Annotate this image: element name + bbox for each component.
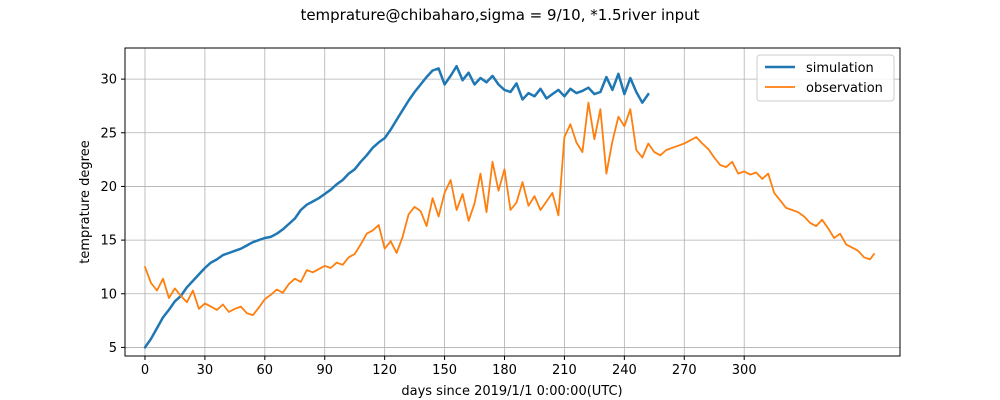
x-tick-label: 120 <box>372 363 397 378</box>
y-tick-label: 20 <box>100 180 117 195</box>
x-tick-label: 0 <box>141 363 149 378</box>
y-tick-label: 10 <box>100 287 117 302</box>
legend-label-simulation: simulation <box>806 61 874 76</box>
series-lines <box>143 64 875 349</box>
x-tick-label: 180 <box>492 363 517 378</box>
legend-label-observation: observation <box>806 81 883 96</box>
x-tick-label: 270 <box>672 363 697 378</box>
plot-frame <box>124 47 901 357</box>
y-tick-label: 5 <box>109 341 117 356</box>
y-tick-label: 30 <box>100 73 117 88</box>
grid <box>125 48 900 356</box>
series-line-simulation <box>143 64 650 349</box>
y-tick-label: 25 <box>100 126 117 141</box>
y-tick-label: 15 <box>100 234 117 249</box>
legend: simulation observation <box>756 54 895 102</box>
x-tick-label: 60 <box>257 363 274 378</box>
x-tick-label: 240 <box>612 363 637 378</box>
series-line-observation <box>144 101 875 317</box>
x-tick-label: 300 <box>732 363 757 378</box>
x-tick-label: 90 <box>316 363 333 378</box>
x-tick-label: 210 <box>552 363 577 378</box>
x-tick-label: 30 <box>197 363 214 378</box>
ticks: 0 30 60 90 120 150 180 210 240 270 300 5 10 15 20 25 30 <box>100 73 756 378</box>
y-axis-label: temprature degree <box>78 140 93 263</box>
x-tick-label: 150 <box>432 363 457 378</box>
x-axis-label: days since 2019/1/1 0:00:00(UTC) <box>401 384 622 399</box>
chart-title: temprature@chibaharo,sigma = 9/10, *1.5r… <box>300 6 699 24</box>
